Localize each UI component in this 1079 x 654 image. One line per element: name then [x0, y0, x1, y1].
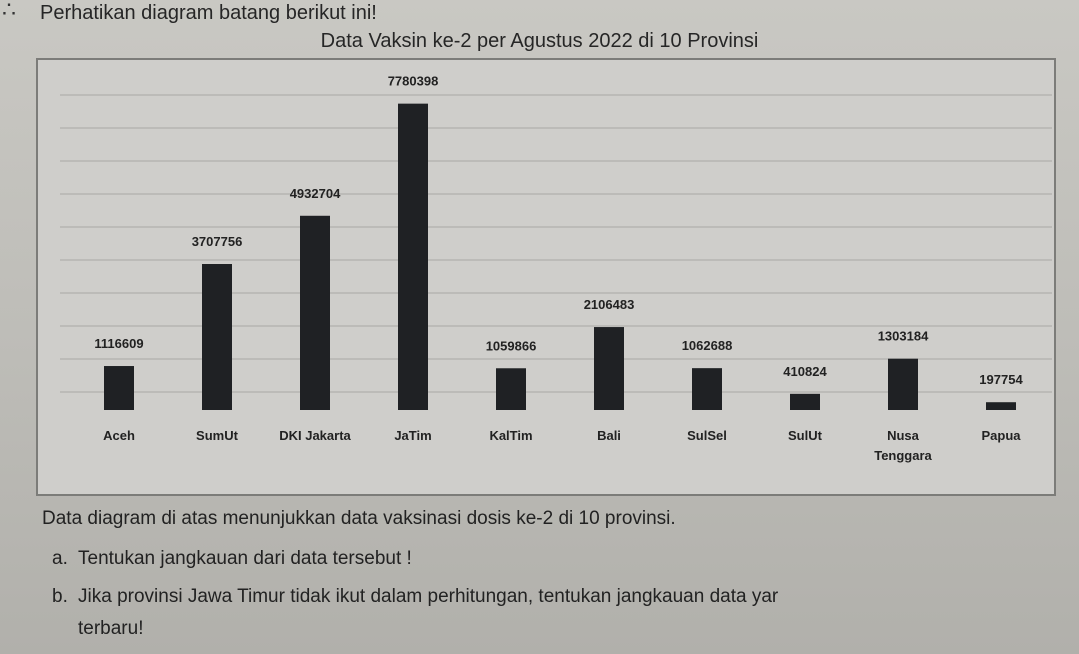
question-a: a. Tentukan jangkauan dari data tersebut …: [52, 548, 412, 570]
chart-title: Data Vaksin ke-2 per Agustus 2022 di 10 …: [320, 30, 759, 52]
category-label: SulSel: [687, 428, 727, 443]
bar-value-label: 410824: [783, 364, 827, 379]
category-labels: Aceh SumUt DKI Jakarta JaTim KalTim Bali SulSe…: [103, 428, 1021, 463]
bar-value-label: 4932704: [290, 186, 341, 201]
bar-value-label: 1059866: [486, 338, 537, 353]
bar-jatim: [398, 103, 428, 411]
question-b-marker: b.: [52, 586, 68, 607]
bar-value-label: 1116609: [94, 336, 143, 351]
corner-scribble-icon: ∴: [2, 0, 16, 22]
category-label: JaTim: [394, 428, 431, 443]
instruction-text: Perhatikan diagram batang berikut ini!: [40, 2, 377, 24]
bar-kaltim: [496, 368, 526, 410]
category-label: Papua: [981, 428, 1021, 443]
bar-sumut: [202, 264, 232, 410]
bar-papua: [986, 402, 1016, 410]
bar-value-label: 7780398: [388, 74, 439, 89]
bar-sulsel: [692, 368, 722, 410]
category-label: Aceh: [103, 428, 135, 443]
bar-value-label: 2106483: [584, 297, 635, 312]
bar-value-label: 3707756: [192, 234, 243, 249]
question-a-marker: a.: [52, 548, 68, 569]
category-label: DKI Jakarta: [279, 428, 351, 443]
question-intro: Data diagram di atas menunjukkan data va…: [42, 508, 676, 529]
category-label: Bali: [597, 428, 621, 443]
bar-aceh: [104, 366, 134, 410]
bar-dki-jakarta: [300, 215, 330, 410]
bar-nusa-tenggara: [888, 358, 918, 410]
bar-value-label: 1303184: [878, 329, 929, 344]
question-b: b. Jika provinsi Jawa Timur tidak ikut da…: [52, 586, 1072, 608]
category-label: Nusa Tenggara: [874, 428, 932, 463]
category-label: SulUt: [788, 428, 823, 443]
bar-value-label: 1062688: [682, 338, 733, 353]
bars: [104, 103, 1016, 411]
bar-bali: [594, 327, 624, 410]
category-label: SumUt: [196, 428, 239, 443]
question-a-text: Tentukan jangkauan dari data tersebut !: [78, 548, 412, 569]
bar-value-labels: 1116609 3707756 4932704 7780398 1059866 21064…: [94, 74, 1023, 388]
question-b-continued: terbaru!: [78, 618, 144, 639]
bar-sulut: [790, 393, 820, 410]
category-label: KalTim: [489, 428, 532, 443]
question-b-text: Jika provinsi Jawa Timur tidak ikut dala…: [78, 586, 779, 607]
bar-value-label: 197754: [979, 372, 1023, 387]
